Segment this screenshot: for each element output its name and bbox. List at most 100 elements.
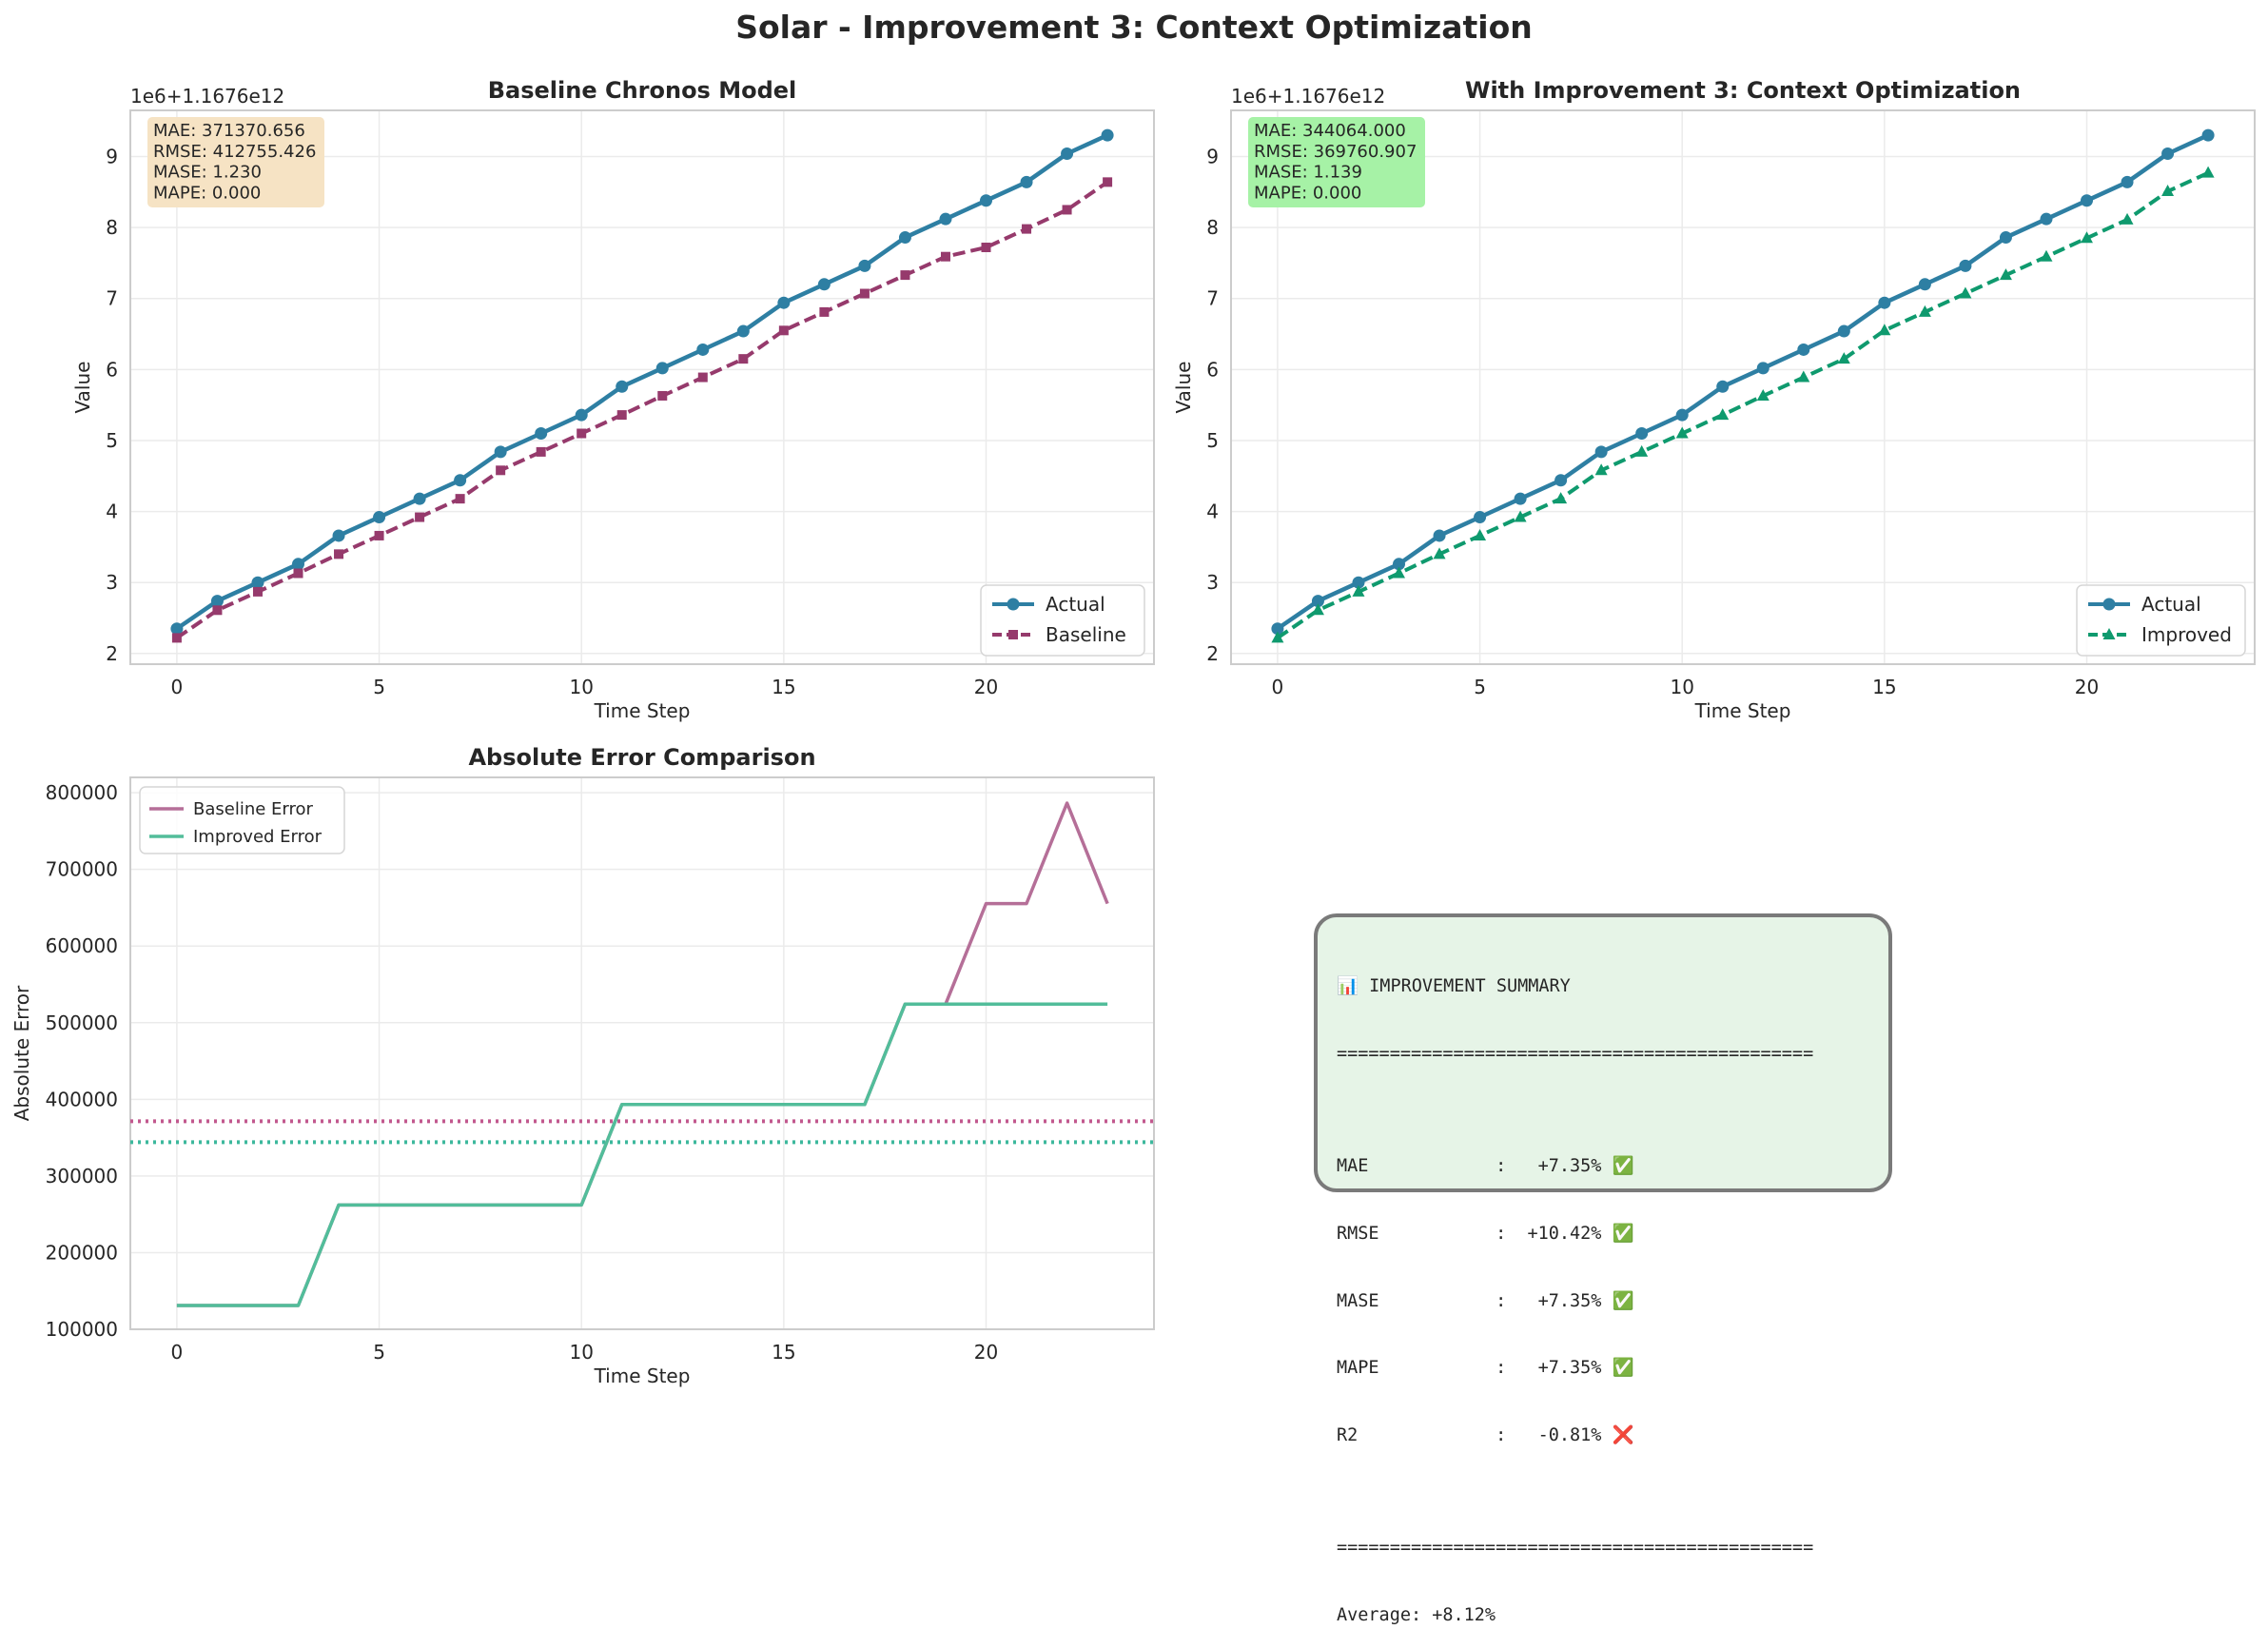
data-point <box>496 465 506 476</box>
figure: Solar - Improvement 3: Context Optimizat… <box>10 9 2256 1387</box>
y-tick-label: 8 <box>106 216 118 239</box>
data-point <box>1433 547 1446 559</box>
data-point <box>2201 166 2215 178</box>
data-point <box>859 288 870 299</box>
data-point <box>2121 212 2134 225</box>
summary-line: ========================================… <box>1337 1538 1814 1559</box>
legend-label: Improved <box>2141 623 2232 646</box>
baseline-chart: 0 5 10 15 20 2 3 4 5 6 7 8 9 Time Step Value Baseline C… <box>71 77 1155 722</box>
y-tick-label: 4 <box>106 501 118 523</box>
data-point <box>1271 631 1284 643</box>
summary-line: R2 : -0.81% ❌ <box>1337 1425 1634 1446</box>
x-tick-label: 15 <box>772 676 795 698</box>
x-tick-label: 0 <box>171 676 184 698</box>
metrics-line: RMSE: 412755.426 <box>153 142 316 162</box>
figure-title: Solar - Improvement 3: Context Optimizat… <box>735 9 1533 46</box>
plot-frame <box>1230 109 2256 665</box>
data-point <box>1020 175 1033 188</box>
y-axis-label: Absolute Error <box>10 985 33 1121</box>
data-point <box>697 372 708 383</box>
data-point <box>1392 558 1405 571</box>
data-point <box>2201 128 2215 142</box>
axis-offset-label: 1e6+1.1676e12 <box>1231 85 1385 108</box>
data-point <box>2040 249 2053 262</box>
summary-line: MAPE : +7.35% ✅ <box>1337 1358 1634 1379</box>
data-point <box>1837 324 1850 338</box>
y-tick-label: 3 <box>1206 571 1219 594</box>
data-point <box>291 558 304 571</box>
data-point <box>2161 185 2175 197</box>
data-point <box>1474 528 1487 540</box>
axis-offset-label: 1e6+1.1676e12 <box>130 85 284 108</box>
legend-label: Actual <box>2141 593 2201 616</box>
data-point <box>817 278 831 291</box>
data-point <box>1635 444 1649 457</box>
y-tick-label: 8 <box>1206 216 1219 239</box>
data-point <box>939 212 952 226</box>
data-point <box>1392 566 1405 579</box>
data-point <box>1878 296 1891 309</box>
summary-line: RMSE : +10.42% ✅ <box>1337 1223 1634 1244</box>
chart-title: Absolute Error Comparison <box>468 744 815 771</box>
series-line-baseline <box>175 180 1109 640</box>
data-point <box>293 568 303 579</box>
legend-box <box>139 786 345 854</box>
chart-title: With Improvement 3: Context Optimization <box>1465 77 2021 104</box>
data-point <box>696 343 710 356</box>
data-point <box>1675 426 1689 439</box>
data-point <box>981 243 991 253</box>
legend-label: Baseline Error <box>193 799 314 819</box>
data-point <box>1959 286 1972 299</box>
data-point <box>1514 492 1527 505</box>
summary-line: ========================================… <box>1337 1043 1814 1064</box>
data-point <box>454 474 467 487</box>
data-point <box>1554 492 1568 504</box>
data-point <box>373 511 386 524</box>
data-point <box>1918 278 1931 291</box>
legend-label: Baseline <box>1046 623 1126 646</box>
x-tick-label: 5 <box>373 1341 385 1364</box>
y-axis-label: Value <box>1172 362 1195 414</box>
summary-line: Average: +8.12% <box>1337 1604 1496 1625</box>
data-point <box>536 446 546 457</box>
x-tick-label: 20 <box>2075 676 2099 698</box>
data-point <box>251 576 264 589</box>
data-point <box>1554 474 1568 487</box>
data-point <box>898 231 911 245</box>
metrics-line: MAPE: 0.000 <box>1254 183 1361 203</box>
error-comparison-chart: 0 5 10 15 20 100000 200000 300000 400000 500000 60… <box>10 744 1155 1387</box>
x-tick-label: 15 <box>772 1341 795 1364</box>
metrics-line: RMSE: 369760.907 <box>1254 142 1417 162</box>
data-point <box>212 605 223 616</box>
data-point <box>1878 324 1891 336</box>
data-point <box>1756 362 1769 375</box>
y-tick-label: 300000 <box>46 1165 118 1188</box>
y-tick-label: 9 <box>1206 146 1219 168</box>
legend-marker <box>2102 628 2116 639</box>
y-tick-label: 5 <box>106 429 118 452</box>
metrics-line: MASE: 1.139 <box>1254 163 1362 183</box>
data-point <box>1594 445 1608 459</box>
data-point <box>413 492 426 505</box>
x-tick-label: 10 <box>1670 676 1693 698</box>
data-point <box>1103 177 1113 187</box>
data-point <box>494 445 507 459</box>
data-point <box>1797 370 1810 383</box>
data-point <box>657 390 668 401</box>
x-tick-label: 0 <box>171 1341 184 1364</box>
data-point <box>980 194 993 207</box>
y-tick-label: 200000 <box>46 1241 118 1264</box>
data-point <box>1514 510 1527 522</box>
x-tick-label: 10 <box>569 1341 593 1364</box>
data-point <box>1474 511 1487 524</box>
data-point <box>210 595 224 608</box>
summary-line: 📊 IMPROVEMENT SUMMARY <box>1337 976 1571 997</box>
series-line-actual <box>175 133 1109 631</box>
improvement-summary-box: 📊 IMPROVEMENT SUMMARY ==================… <box>1314 913 1892 1625</box>
data-point <box>655 362 669 375</box>
data-point <box>1271 622 1284 636</box>
data-point <box>940 251 950 262</box>
series-line-improved <box>1276 170 2209 640</box>
data-point <box>415 512 425 522</box>
series-line-actual <box>1276 133 2210 631</box>
